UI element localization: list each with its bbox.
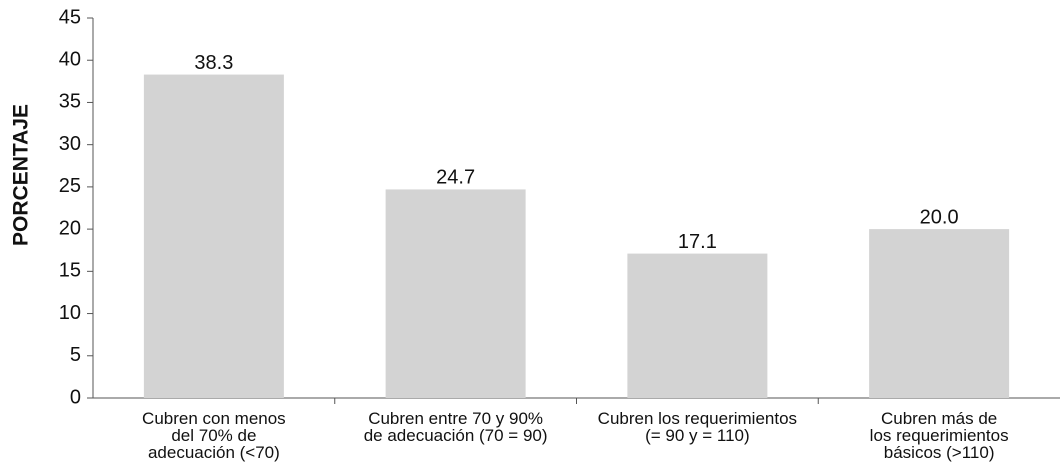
x-tick-label-line: Cubren los requerimientos	[598, 409, 797, 428]
bar	[627, 253, 768, 398]
y-tick-label: 5	[70, 344, 81, 366]
value-label: 20.0	[920, 206, 959, 228]
value-label: 17.1	[678, 231, 717, 253]
y-tick-label: 0	[70, 386, 81, 408]
x-tick-label: Cubren más de los requerimientos básicos (…	[870, 409, 1009, 462]
value-label: 24.7	[436, 167, 475, 189]
x-tick-label-line: básicos (>110)	[884, 443, 995, 462]
y-tick-label: 40	[59, 49, 81, 71]
x-tick-label-line: Cubren más de	[881, 409, 997, 428]
y-tick-label: 25	[59, 175, 81, 197]
y-tick-label: 45	[59, 6, 81, 28]
y-tick-label: 10	[59, 302, 81, 324]
y-axis-label: PORCENTAJE	[10, 104, 33, 246]
x-tick-label: Cubren los requerimientos (= 90 y = 110)	[598, 409, 797, 445]
x-tick-label-line: del 70% de	[171, 426, 256, 445]
y-tick-label: 35	[59, 91, 81, 113]
y-tick-label: 15	[59, 260, 81, 282]
x-tick-label: Cubren con menos del 70% de adecuación (<7…	[142, 409, 286, 462]
x-tick-label-line: los requerimientos	[870, 426, 1009, 445]
bar	[143, 74, 284, 399]
y-tick-label: 30	[59, 133, 81, 155]
bar	[385, 189, 526, 398]
x-tick-label-line: de adecuación (70 = 90)	[364, 426, 548, 445]
x-tick-label-line: (= 90 y = 110)	[645, 426, 750, 445]
y-tick-label: 20	[59, 217, 81, 239]
x-tick-label-line: Cubren con menos	[142, 409, 286, 428]
x-tick-label-line: adecuación (<70)	[148, 443, 280, 462]
bar	[869, 229, 1010, 398]
x-tick-label-line: Cubren entre 70 y 90%	[368, 409, 543, 428]
value-label: 38.3	[194, 52, 233, 74]
x-tick-label: Cubren entre 70 y 90% de adecuación (70 =…	[364, 409, 548, 445]
